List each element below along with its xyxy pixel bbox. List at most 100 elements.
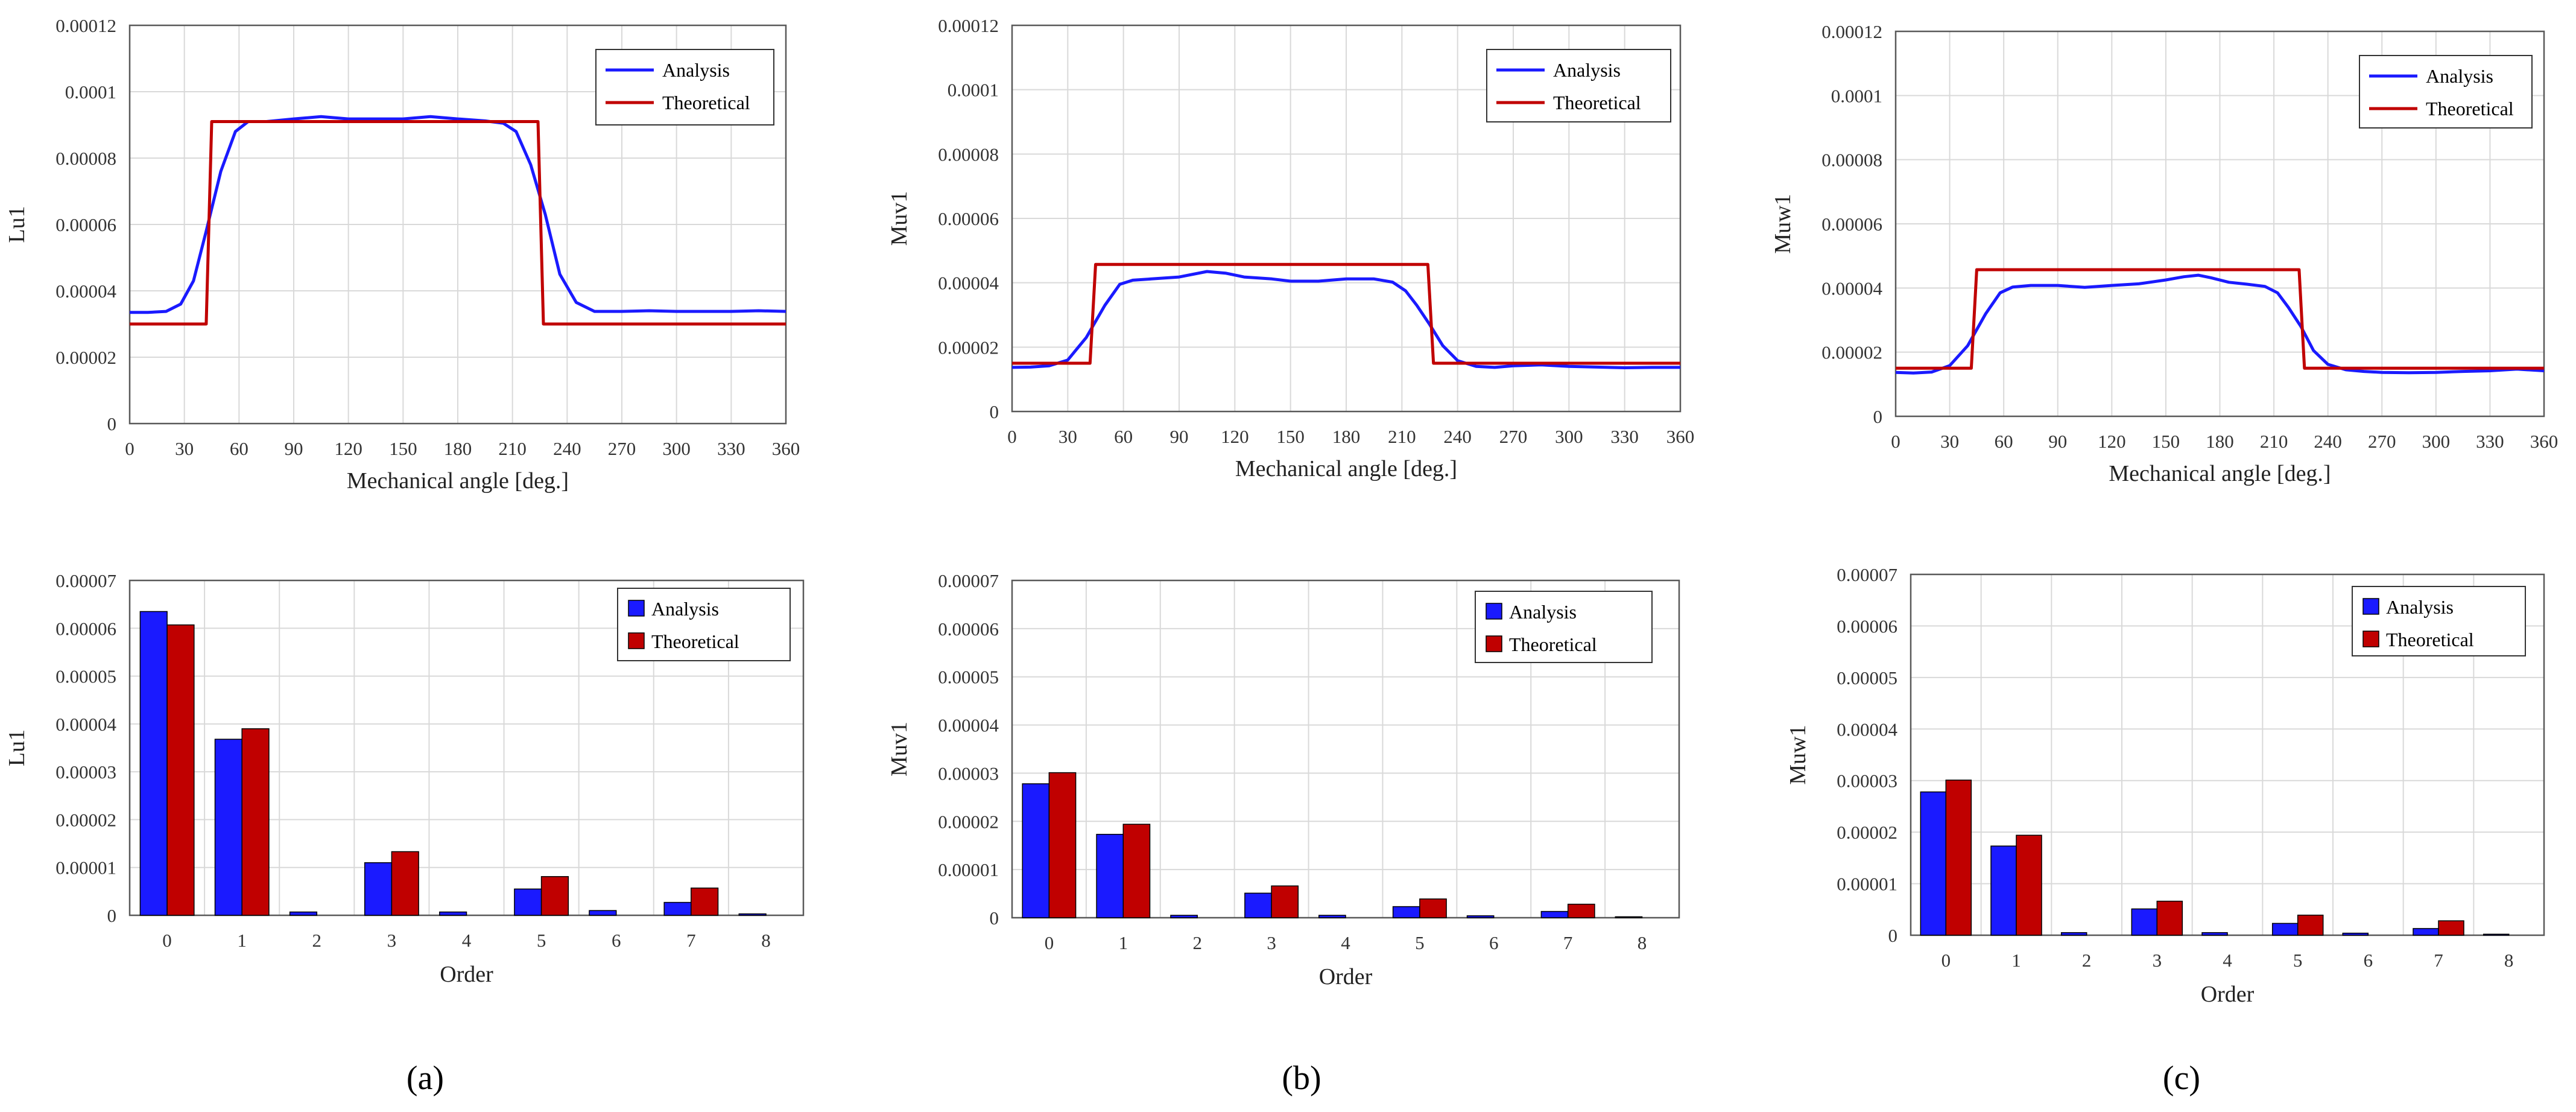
- bar-analysis-1: [1990, 845, 2017, 936]
- legend: Analysis Theoretical: [1486, 49, 1671, 122]
- y-tick-label: 0.00008: [55, 148, 116, 169]
- y-axis-title: Muv1: [887, 191, 912, 246]
- y-axis-title: Muw1: [1785, 725, 1811, 784]
- bar-analysis-3: [2131, 908, 2158, 936]
- bar-theoretical-3: [391, 851, 419, 916]
- x-tick-label: 270: [2368, 431, 2396, 452]
- x-tick-label: 4: [462, 930, 472, 951]
- legend-label-theoretical: Theoretical: [2426, 98, 2514, 119]
- x-tick-label: 330: [1610, 426, 1639, 447]
- x-tick-label: 240: [2314, 431, 2342, 452]
- plot-frame: [1011, 24, 1682, 413]
- x-tick-label: 4: [2223, 950, 2232, 971]
- bar-theoretical-5: [540, 876, 569, 916]
- bar-analysis-7: [663, 901, 692, 916]
- x-tick-label: 300: [662, 438, 691, 459]
- bar-analysis-0: [1022, 783, 1050, 918]
- bar-analysis-4: [439, 911, 467, 916]
- legend-label-analysis: Analysis: [662, 59, 730, 81]
- bar-analysis-6: [1466, 915, 1495, 918]
- x-tick-label: 5: [1415, 932, 1425, 953]
- legend-swatch-theoretical: [628, 632, 645, 649]
- x-tick-label: 30: [1059, 426, 1077, 447]
- y-tick-label: 0.00006: [1837, 615, 1897, 637]
- x-axis-title: Mechanical angle [deg.]: [347, 468, 569, 494]
- bar-theoretical-1: [1122, 824, 1151, 918]
- x-axis-title: Mechanical angle [deg.]: [1235, 456, 1457, 481]
- legend-box: [1486, 49, 1671, 122]
- x-tick-label: 1: [237, 930, 247, 951]
- series-line-analysis: [1011, 270, 1680, 369]
- series-line-theoretical: [1896, 268, 2544, 370]
- y-tick-label: 0.00007: [55, 570, 116, 591]
- x-tick-label: 60: [230, 438, 248, 459]
- x-tick-label: 0: [1045, 932, 1054, 953]
- y-tick-label: 0.00004: [1837, 719, 1897, 740]
- y-tick-label: 0.00003: [55, 761, 116, 783]
- y-tick-label: 0: [107, 413, 117, 434]
- y-tick-label: 0.00012: [55, 15, 116, 36]
- x-tick-label: 360: [772, 438, 800, 459]
- x-tick-label: 3: [387, 930, 397, 951]
- legend-label-analysis: Analysis: [1553, 59, 1621, 81]
- x-tick-label: 90: [285, 438, 303, 459]
- legend-label-theoretical: Theoretical: [1553, 92, 1641, 113]
- x-tick-label: 3: [1267, 932, 1276, 953]
- y-tick-label: 0.00006: [1821, 214, 1882, 235]
- y-tick-label: 0.00004: [1821, 278, 1882, 299]
- y-tick-label: 0.00004: [55, 281, 116, 302]
- x-tick-label: 1: [2011, 950, 2021, 971]
- bar-analysis-7: [1540, 910, 1569, 918]
- y-tick-label: 0.00004: [938, 273, 999, 294]
- x-tick-label: 360: [1666, 426, 1695, 447]
- bar-theoretical-3: [2156, 900, 2183, 936]
- legend-swatch-analysis: [1486, 603, 1502, 620]
- legend-box: [617, 588, 791, 661]
- y-tick-label: 0.00012: [938, 15, 999, 36]
- y-axis-title: Muw1: [1770, 194, 1796, 253]
- x-tick-label: 0: [1007, 426, 1017, 447]
- y-tick-label: 0.00006: [55, 214, 116, 235]
- y-tick-label: 0.00001: [55, 857, 116, 878]
- x-tick-label: 240: [553, 438, 581, 459]
- x-tick-label: 360: [2530, 431, 2559, 452]
- series-line-analysis: [1895, 273, 2545, 375]
- legend: Analysis Theoretical: [595, 49, 774, 125]
- x-tick-label: 240: [1443, 426, 1472, 447]
- x-tick-label: 60: [1114, 426, 1133, 447]
- legend: Analysis Theoretical: [2359, 55, 2533, 129]
- y-axis-title: Muv1: [887, 722, 912, 777]
- bar-analysis-5: [2271, 923, 2299, 936]
- x-tick-label: 6: [612, 930, 621, 951]
- x-tick-label: 30: [1940, 431, 1959, 452]
- bar-analysis-8: [2483, 933, 2510, 936]
- x-tick-label: 4: [1341, 932, 1350, 953]
- y-tick-label: 0: [1873, 406, 1883, 427]
- bar-theoretical-1: [2016, 834, 2042, 936]
- x-tick-label: 0: [1891, 431, 1900, 452]
- x-tick-label: 180: [1332, 426, 1361, 447]
- legend-box: [2352, 586, 2526, 656]
- y-tick-label: 0.00012: [1821, 21, 1882, 42]
- x-axis-title: Mechanical angle [deg.]: [2109, 461, 2331, 486]
- x-tick-label: 7: [686, 930, 696, 951]
- x-tick-label: 8: [2504, 950, 2514, 971]
- bar-theoretical-7: [1567, 903, 1595, 918]
- y-tick-label: 0.00002: [55, 809, 116, 830]
- plot-frame: [128, 24, 787, 425]
- legend-label-analysis: Analysis: [651, 598, 719, 620]
- panel-label-a: (a): [407, 1060, 444, 1097]
- legend-label-theoretical: Theoretical: [1509, 634, 1597, 655]
- legend: Analysis Theoretical: [617, 588, 791, 661]
- legend-swatch-analysis: [2362, 598, 2379, 615]
- y-tick-label: 0.00004: [938, 715, 999, 736]
- chart-c-line: 0 0.00002 0.00004 0.00006 0.00008 0.0001 0.000…: [1770, 21, 2558, 486]
- legend-swatch-analysis: [628, 600, 645, 617]
- bar-theoretical-0: [166, 624, 195, 916]
- legend-box: [2359, 55, 2533, 129]
- x-tick-label: 210: [498, 438, 527, 459]
- bar-analysis-7: [2413, 928, 2439, 936]
- bar-theoretical-0: [1048, 772, 1077, 918]
- bar-analysis-5: [1392, 906, 1420, 918]
